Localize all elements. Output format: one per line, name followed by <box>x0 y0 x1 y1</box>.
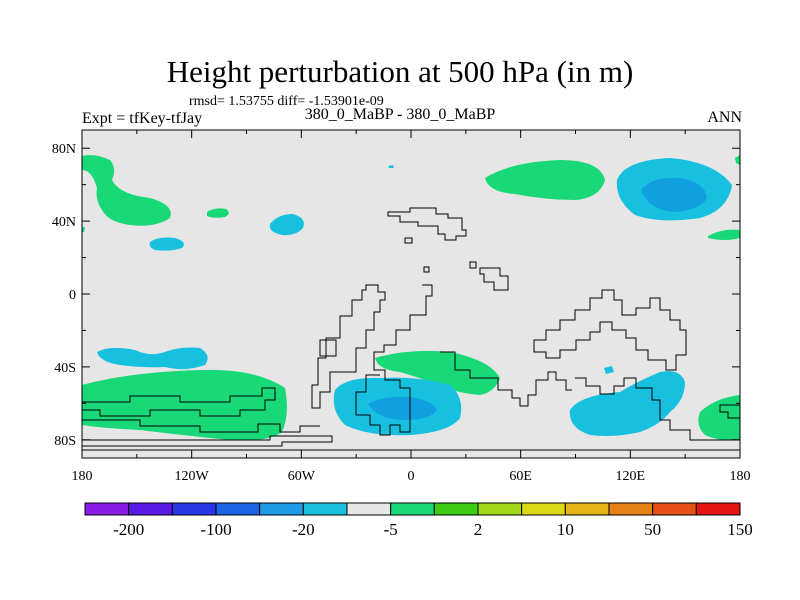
negative-region-north-pacific <box>149 237 184 251</box>
x-tick-label: 180 <box>72 469 93 484</box>
positive-region-south-atlantic <box>375 350 500 395</box>
positive-region-south-pacific-belt <box>82 369 287 441</box>
map-panel <box>81 129 741 459</box>
colorbar-swatch <box>259 502 304 516</box>
colorbar-label: -100 <box>200 520 231 539</box>
strong-negative-east-asia <box>641 177 707 212</box>
coastline-southern-continent-island <box>319 339 337 357</box>
colorbar-swatch <box>521 502 566 516</box>
coastline-southwest-belt <box>82 387 276 417</box>
y-tick-label: 80N <box>52 142 76 157</box>
negative-region-south-pacific <box>97 347 208 370</box>
colorbar-swatch <box>564 502 610 516</box>
x-tick-label: 180 <box>730 469 751 484</box>
coastline-asia-fragment <box>387 207 467 241</box>
colorbar-label: 2 <box>474 520 483 539</box>
season-label: ANN <box>707 109 742 126</box>
coastline-southern-continent-west <box>311 284 386 409</box>
strong-negative-cores <box>368 177 707 420</box>
colorbar-swatch <box>215 502 261 516</box>
y-axis: 80N 40N 0 40S 80S <box>52 142 740 449</box>
negative-region-small-island <box>604 366 614 374</box>
positive-region-north-pacific <box>82 155 171 226</box>
coastline-small-island-3 <box>469 261 477 269</box>
positive-region-northeast-corner <box>735 155 740 165</box>
colorbar-swatch <box>652 502 697 516</box>
y-tick-label: 40N <box>52 215 76 230</box>
colorbar-swatch <box>433 502 479 516</box>
coastline-southwest-lower <box>82 419 320 433</box>
x-tick-label: 60E <box>509 469 532 484</box>
colorbar-label: 50 <box>644 520 661 539</box>
positive-anomaly-regions <box>82 155 740 441</box>
positive-region-central-asia <box>485 160 605 200</box>
positive-region-southwest-pacific <box>698 395 740 441</box>
x-tick-label: 120W <box>175 469 210 484</box>
coastline-eastern-landmass <box>533 289 687 371</box>
colorbar-swatch <box>477 502 523 516</box>
colorbar-swatch <box>608 502 654 516</box>
experiment-label: Expt = tfKey-tfJay <box>82 110 203 127</box>
coastline-southern-continent-east <box>440 351 572 407</box>
positive-region-west-edge <box>82 226 85 232</box>
coastline-southeast-fragment <box>575 377 740 441</box>
negative-region-north-atlantic <box>269 214 304 236</box>
coastline-southern-continent-central <box>355 284 433 436</box>
stats-label: rmsd= 1.53755 diff= -1.53901e-09 <box>189 94 384 109</box>
colorbar-swatch <box>695 502 741 516</box>
y-tick-label: 80S <box>54 434 76 449</box>
plot-title: Height perturbation at 500 hPa (in m) <box>166 54 634 89</box>
colorbar-label: 150 <box>727 520 753 539</box>
colorbar-swatch <box>302 502 348 516</box>
coastline-southeast-asia <box>479 267 509 291</box>
coastline-small-island-1 <box>404 237 413 244</box>
colorbar-swatch <box>128 502 173 516</box>
colorbar-label: -200 <box>113 520 144 539</box>
positive-region-small-nwatlantic <box>207 208 229 218</box>
colorbar-label: 10 <box>557 520 574 539</box>
y-tick-label: 0 <box>69 288 76 303</box>
colorbar-label: -5 <box>384 520 398 539</box>
x-tick-label: 0 <box>408 469 415 484</box>
negative-region-indian-ocean <box>569 371 685 436</box>
colorbar: -200 -100 -20 -5 2 10 50 150 <box>84 502 753 539</box>
x-axis: 180 120W 60W 0 60E 120E 180 <box>72 130 751 484</box>
coastline-antarctic-edge <box>82 435 333 447</box>
colorbar-label: -20 <box>292 520 315 539</box>
negative-region-tiny-arctic <box>388 165 394 168</box>
strong-negative-south-atlantic <box>368 396 437 420</box>
colorbar-swatch <box>346 502 392 516</box>
coastline-small-island-2 <box>423 266 430 273</box>
colorbar-swatch <box>390 502 435 516</box>
positive-region-north-pacific-east <box>708 229 740 240</box>
x-tick-label: 60W <box>288 469 316 484</box>
y-tick-label: 40S <box>54 361 76 376</box>
case-label: 380_0_MaBP - 380_0_MaBP <box>304 106 496 123</box>
x-tick-label: 120E <box>616 469 646 484</box>
colorbar-swatch <box>84 502 130 516</box>
colorbar-swatch <box>171 502 217 516</box>
